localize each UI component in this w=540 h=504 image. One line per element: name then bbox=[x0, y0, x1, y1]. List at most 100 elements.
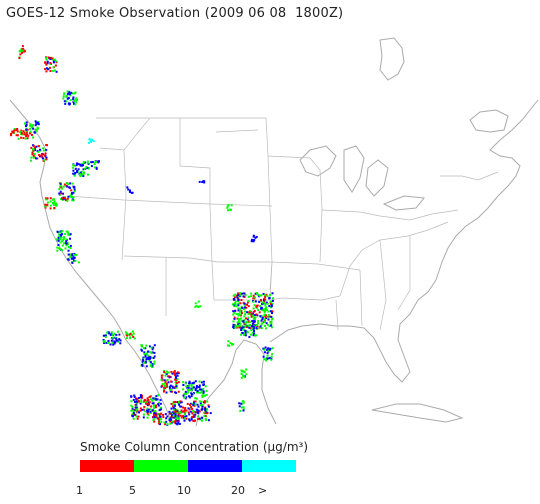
smoke-pixel bbox=[77, 168, 80, 171]
smoke-pixel bbox=[159, 399, 162, 402]
smoke-pixel bbox=[42, 149, 45, 152]
smoke-pixel bbox=[104, 334, 107, 337]
smoke-pixel bbox=[162, 414, 165, 416]
smoke-pixel bbox=[250, 315, 253, 318]
smoke-pixel bbox=[153, 404, 156, 407]
smoke-pixel bbox=[145, 358, 148, 361]
smoke-pixel bbox=[32, 145, 35, 148]
smoke-pixel bbox=[82, 173, 85, 176]
smoke-pixel bbox=[203, 400, 206, 403]
smoke-pixel bbox=[25, 121, 28, 124]
smoke-pixel bbox=[244, 322, 247, 324]
smoke-pixel bbox=[144, 347, 147, 350]
smoke-pixel bbox=[44, 203, 47, 206]
smoke-pixel bbox=[180, 401, 183, 404]
smoke-pixel bbox=[264, 294, 267, 296]
smoke-pixel bbox=[248, 310, 251, 312]
smoke-pixel bbox=[177, 419, 180, 422]
smoke-pixel bbox=[253, 320, 256, 323]
smoke-pixel bbox=[184, 396, 186, 399]
smoke-pixel bbox=[65, 230, 68, 233]
smoke-pixel bbox=[152, 419, 155, 422]
smoke-pixel bbox=[202, 387, 205, 390]
smoke-pixel bbox=[140, 401, 143, 403]
smoke-pixel bbox=[188, 396, 191, 399]
smoke-pixel bbox=[247, 313, 250, 316]
smoke-pixel bbox=[247, 305, 250, 308]
smoke-pixel bbox=[19, 49, 22, 52]
smoke-pixel bbox=[233, 296, 236, 299]
smoke-pixel bbox=[49, 197, 52, 200]
smoke-pixel bbox=[241, 312, 243, 315]
legend-swatch-5 bbox=[134, 460, 188, 472]
smoke-pixel bbox=[151, 351, 154, 354]
smoke-pixel bbox=[32, 127, 35, 130]
smoke-pixel bbox=[149, 412, 152, 414]
legend-title-suffix: ) bbox=[303, 440, 309, 454]
smoke-pixel bbox=[169, 422, 172, 425]
smoke-pixel bbox=[270, 305, 273, 308]
smoke-pixel bbox=[258, 311, 261, 314]
smoke-pixel bbox=[187, 391, 189, 394]
smoke-pixel bbox=[56, 249, 59, 252]
smoke-pixel bbox=[60, 192, 63, 195]
smoke-pixel bbox=[197, 412, 200, 415]
smoke-pixel bbox=[241, 292, 244, 295]
smoke-pixel bbox=[46, 197, 49, 200]
smoke-pixel bbox=[140, 344, 143, 347]
smoke-pixel bbox=[142, 408, 145, 411]
smoke-pixel bbox=[186, 386, 189, 389]
smoke-pixel bbox=[59, 186, 62, 188]
smoke-pixel bbox=[150, 398, 152, 401]
smoke-pixel bbox=[204, 409, 207, 412]
smoke-pixel bbox=[246, 311, 249, 314]
smoke-pixel bbox=[72, 169, 75, 172]
smoke-pixel bbox=[175, 417, 177, 420]
smoke-pixel bbox=[245, 306, 248, 309]
smoke-pixel bbox=[65, 238, 68, 241]
smoke-pixel bbox=[134, 409, 137, 412]
smoke-pixel bbox=[259, 305, 261, 307]
smoke-pixel bbox=[227, 204, 230, 206]
smoke-pixel bbox=[61, 244, 64, 247]
smoke-pixel bbox=[137, 400, 140, 403]
smoke-pixel bbox=[261, 309, 264, 312]
smoke-pixel bbox=[107, 341, 110, 344]
smoke-pixel bbox=[182, 384, 185, 386]
smoke-pixel bbox=[31, 153, 34, 156]
smoke-pixel bbox=[153, 420, 156, 423]
smoke-pixel bbox=[174, 410, 177, 413]
smoke-pixel bbox=[240, 402, 243, 405]
smoke-pixel bbox=[250, 295, 253, 298]
smoke-pixel bbox=[49, 70, 52, 72]
smoke-pixel bbox=[22, 137, 25, 140]
smoke-pixel bbox=[34, 147, 36, 150]
smoke-pixel bbox=[166, 423, 169, 426]
smoke-pixel bbox=[30, 126, 33, 129]
smoke-pixel bbox=[177, 390, 180, 393]
smoke-pixel bbox=[169, 376, 172, 379]
smoke-pixel bbox=[148, 358, 150, 361]
smoke-pixel bbox=[177, 413, 180, 416]
smoke-pixel bbox=[206, 400, 209, 403]
smoke-pixel bbox=[82, 168, 85, 171]
smoke-pixel bbox=[238, 405, 241, 408]
smoke-pixel bbox=[239, 409, 242, 412]
smoke-pixel bbox=[24, 132, 27, 135]
smoke-pixel bbox=[226, 344, 229, 347]
smoke-pixel bbox=[63, 183, 66, 186]
smoke-pixel bbox=[194, 411, 197, 414]
smoke-pixel bbox=[102, 334, 105, 337]
smoke-pixel bbox=[146, 409, 149, 412]
smoke-pixel bbox=[205, 409, 208, 412]
smoke-pixel bbox=[266, 354, 269, 357]
smoke-pixel bbox=[250, 313, 253, 316]
smoke-pixel bbox=[153, 417, 156, 420]
smoke-pixel bbox=[107, 339, 110, 342]
smoke-pixel bbox=[195, 397, 198, 400]
smoke-pixel bbox=[178, 411, 181, 413]
smoke-pixel bbox=[173, 416, 176, 419]
smoke-pixel bbox=[255, 235, 258, 238]
smoke-pixel bbox=[159, 415, 162, 418]
smoke-pixel bbox=[187, 388, 190, 390]
